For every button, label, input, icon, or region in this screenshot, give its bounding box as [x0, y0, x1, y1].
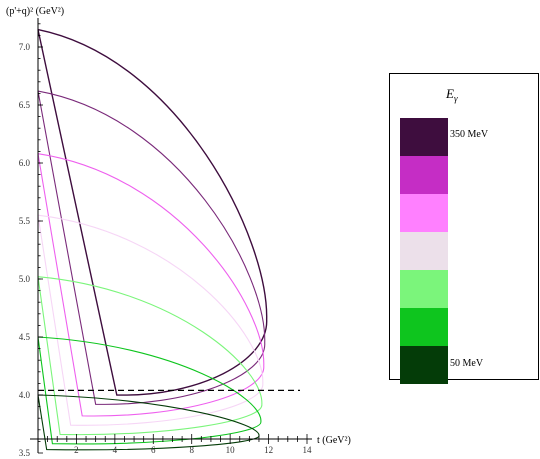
x-axis-label: t (GeV²) — [317, 435, 351, 446]
legend-swatch — [400, 194, 448, 232]
legend-top-label: 350 MeV — [450, 129, 489, 140]
series-boundary-line — [37, 28, 268, 396]
y-tick-label: 5.0 — [19, 274, 31, 284]
y-tick-label: 6.5 — [19, 100, 31, 110]
y-tick-label: 5.5 — [19, 216, 31, 226]
series-boundary-line — [37, 336, 262, 445]
x-tick-label: 6 — [151, 445, 156, 455]
series-layer — [37, 28, 268, 451]
y-tick-label: 7.0 — [19, 42, 31, 52]
series-boundary-line — [37, 214, 264, 426]
x-tick-label: 12 — [264, 445, 273, 455]
series-boundary-line — [37, 394, 260, 451]
series-boundary-line — [37, 90, 266, 405]
x-tick-label: 14 — [303, 445, 313, 455]
x-tick-label: 2 — [74, 445, 79, 455]
x-tick-label: 4 — [113, 445, 118, 455]
legend: Eγ 350 MeV 50 MeV — [389, 73, 539, 384]
legend-swatch — [400, 232, 448, 270]
y-axis-label: (p'+q)² (GeV²) — [6, 6, 64, 17]
series-boundary-line — [37, 276, 263, 436]
legend-swatch — [400, 308, 448, 346]
y-ticks: 3.5 4.0 4.5 5.0 5.5 6.0 6.5 7.0 — [19, 23, 43, 458]
y-tick-label: 4.5 — [19, 332, 31, 342]
legend-bottom-label: 50 MeV — [450, 358, 484, 369]
legend-title: Eγ — [446, 86, 458, 104]
legend-swatch — [400, 118, 448, 156]
legend-swatch — [400, 346, 448, 384]
y-tick-label: 3.5 — [19, 448, 31, 458]
legend-swatch — [400, 270, 448, 308]
y-tick-label: 4.0 — [19, 390, 31, 400]
x-ticks: 2 4 6 8 10 12 14 — [47, 434, 313, 455]
x-tick-label: 10 — [226, 445, 236, 455]
legend-swatch — [400, 156, 448, 194]
x-tick-label: 8 — [189, 445, 194, 455]
series-boundary-line — [37, 153, 265, 417]
y-tick-label: 6.0 — [19, 158, 31, 168]
